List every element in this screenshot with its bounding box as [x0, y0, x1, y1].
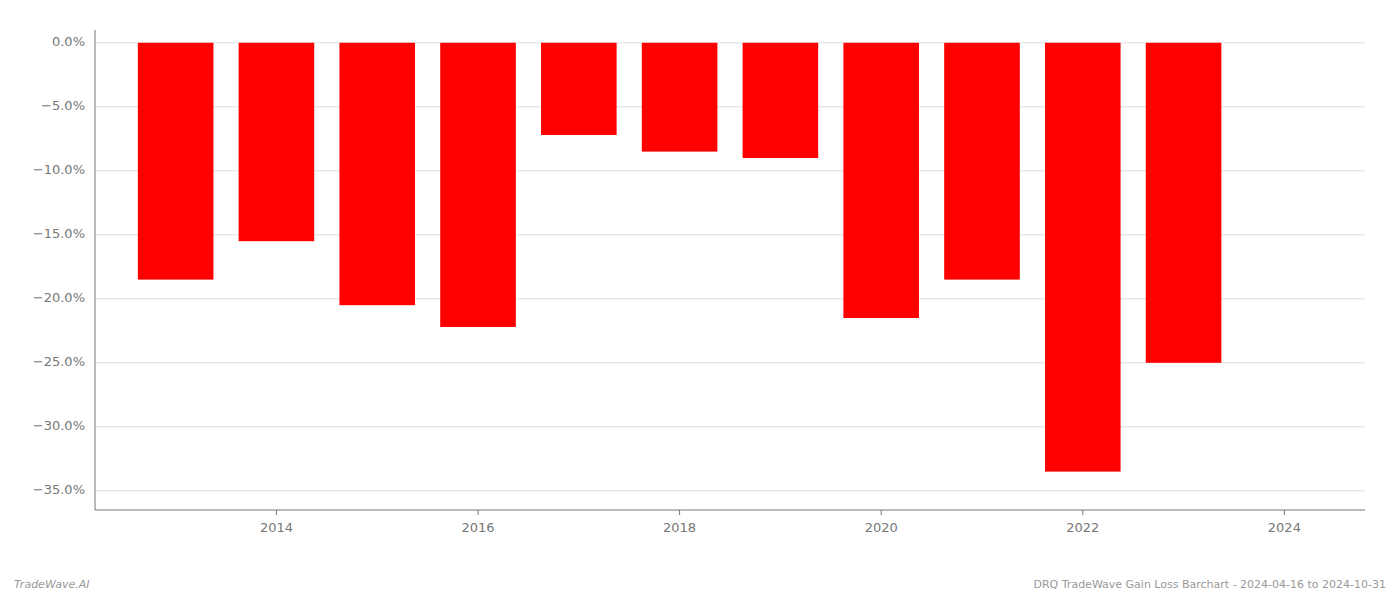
grid-line: [95, 490, 1365, 491]
y-tick-label: −30.0%: [33, 418, 85, 433]
bar: [642, 43, 718, 152]
grid-line: [95, 426, 1365, 427]
grid: [95, 43, 1365, 491]
bar: [541, 43, 617, 135]
y-tick-label: −20.0%: [33, 290, 85, 305]
chart-svg: 0.0% −5.0% −10.0% −15.0% −20.0% −25.0% −30.0% −…: [0, 0, 1400, 600]
x-tick-label: 2018: [663, 520, 696, 535]
tick-labels: 0.0% −5.0% −10.0% −15.0% −20.0% −25.0% −30.0% −…: [33, 34, 1301, 535]
y-tick-label: 0.0%: [52, 34, 85, 49]
x-tick: [478, 510, 479, 515]
bars: [138, 43, 1222, 472]
x-tick: [276, 510, 277, 515]
bar: [440, 43, 516, 327]
y-tick-label: −25.0%: [33, 354, 85, 369]
background: [0, 0, 1400, 600]
bar: [138, 43, 214, 280]
x-tick-label: 2022: [1066, 520, 1099, 535]
x-tick: [679, 510, 680, 515]
bar: [239, 43, 315, 241]
y-tick-label: −10.0%: [33, 162, 85, 177]
x-tick: [1284, 510, 1285, 515]
y-axis-line: [95, 30, 96, 510]
footer-right: DRQ TradeWave Gain Loss Barchart - 2024-…: [1034, 578, 1387, 591]
bar: [743, 43, 819, 158]
y-tick-label: −5.0%: [41, 98, 85, 113]
y-tick-label: −15.0%: [33, 226, 85, 241]
x-tick-label: 2014: [260, 520, 293, 535]
bar: [944, 43, 1020, 280]
x-tick: [881, 510, 882, 515]
bar: [843, 43, 919, 318]
x-axis-line: [95, 510, 1365, 511]
x-tick: [1082, 510, 1083, 515]
x-tick-label: 2016: [461, 520, 494, 535]
chart-container: 0.0% −5.0% −10.0% −15.0% −20.0% −25.0% −30.0% −…: [0, 0, 1400, 600]
footer-left: TradeWave.AI: [14, 578, 89, 591]
x-tick-label: 2024: [1268, 520, 1301, 535]
x-tick-label: 2020: [865, 520, 898, 535]
bar: [1146, 43, 1222, 363]
bar: [1045, 43, 1121, 472]
bar: [339, 43, 415, 305]
y-tick-label: −35.0%: [33, 482, 85, 497]
